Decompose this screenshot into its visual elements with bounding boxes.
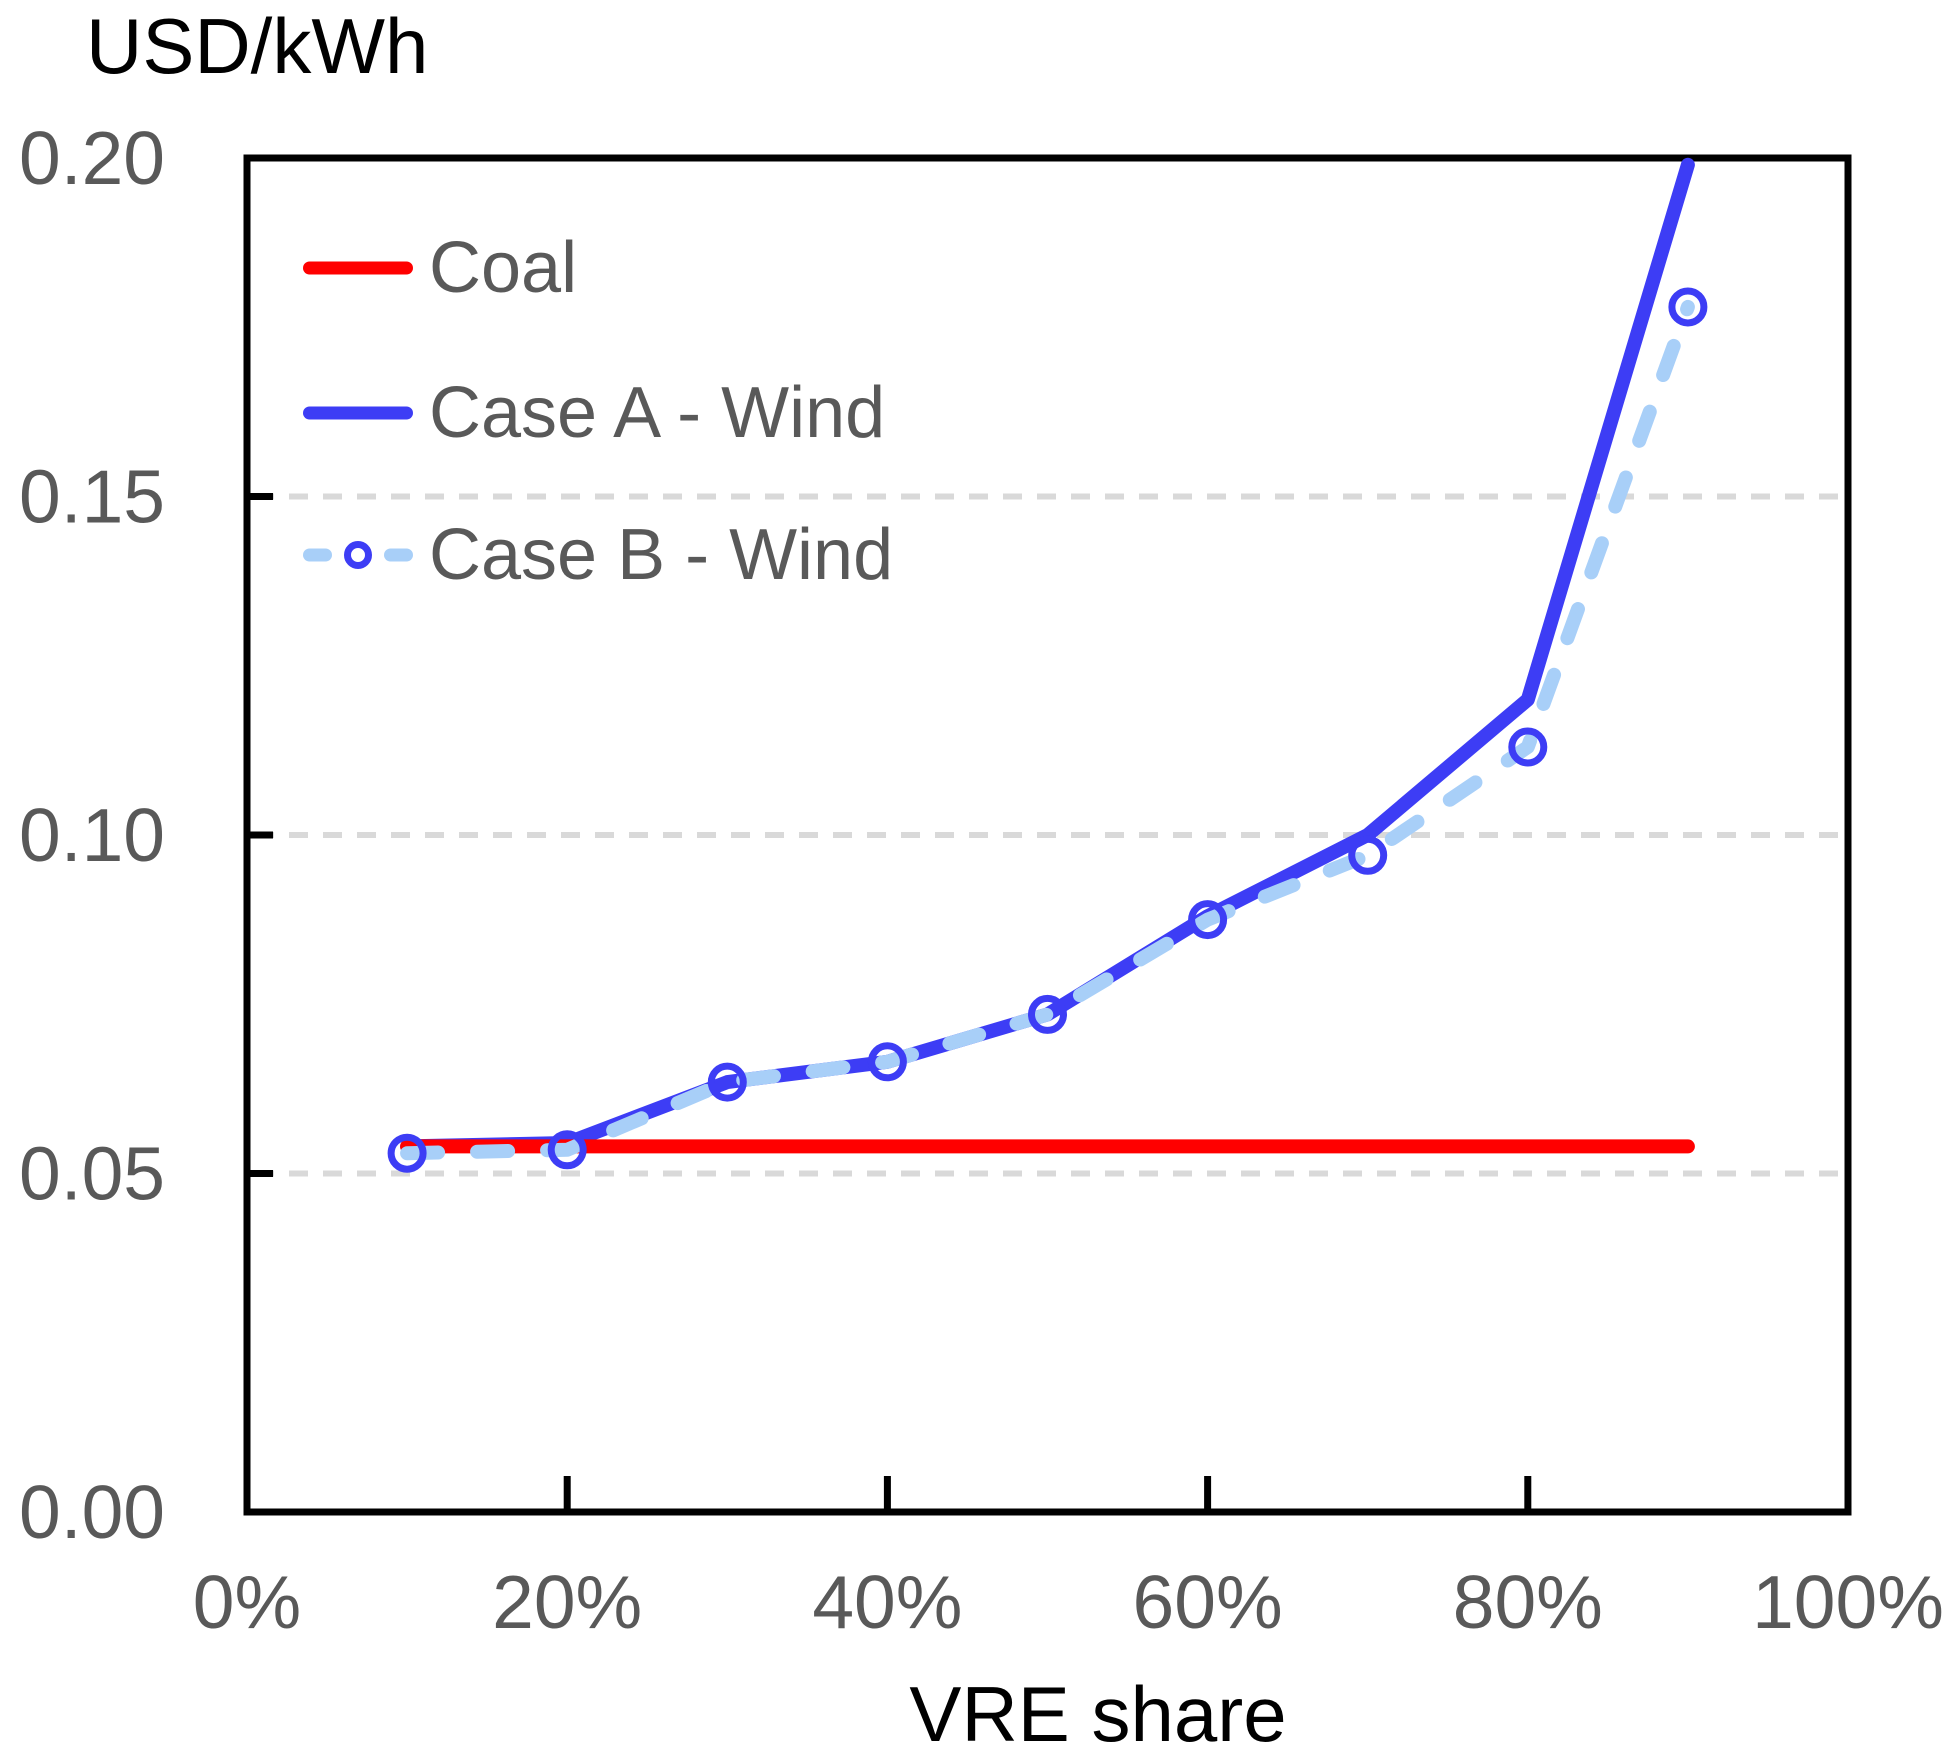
series-marker-case-b-wind — [1668, 287, 1708, 327]
x-tick-label: 0% — [193, 1560, 301, 1644]
x-tick-label: 80% — [1453, 1560, 1603, 1644]
series-line-case-b-wind — [400, 299, 1695, 1161]
y-tick-label: 0.10 — [19, 793, 165, 877]
series-marker-case-b-wind — [707, 1062, 747, 1102]
y-tick-label: 0.00 — [19, 1470, 165, 1554]
series-marker-case-b-wind — [1028, 994, 1067, 1034]
x-tick-label: 100% — [1752, 1560, 1944, 1644]
x-tick-label: 40% — [812, 1560, 962, 1644]
y-tick-label: 0.20 — [19, 116, 165, 200]
x-tick-label: 60% — [1133, 1560, 1283, 1644]
y-axis-title: USD/kWh — [86, 2, 429, 90]
x-axis-title: VRE share — [909, 1670, 1287, 1748]
series-marker-case-b-wind — [1508, 727, 1548, 767]
y-tick-label: 0.15 — [19, 455, 165, 539]
series-marker-case-b-wind — [387, 1133, 427, 1173]
series-marker-case-b-wind — [547, 1130, 587, 1170]
y-tick-label: 0.05 — [19, 1132, 165, 1216]
series-marker-case-b-wind — [1188, 900, 1228, 940]
series-marker-case-b-wind — [1348, 835, 1388, 875]
x-tick-label: 20% — [492, 1560, 642, 1644]
series-marker-case-b-wind — [867, 1042, 907, 1082]
